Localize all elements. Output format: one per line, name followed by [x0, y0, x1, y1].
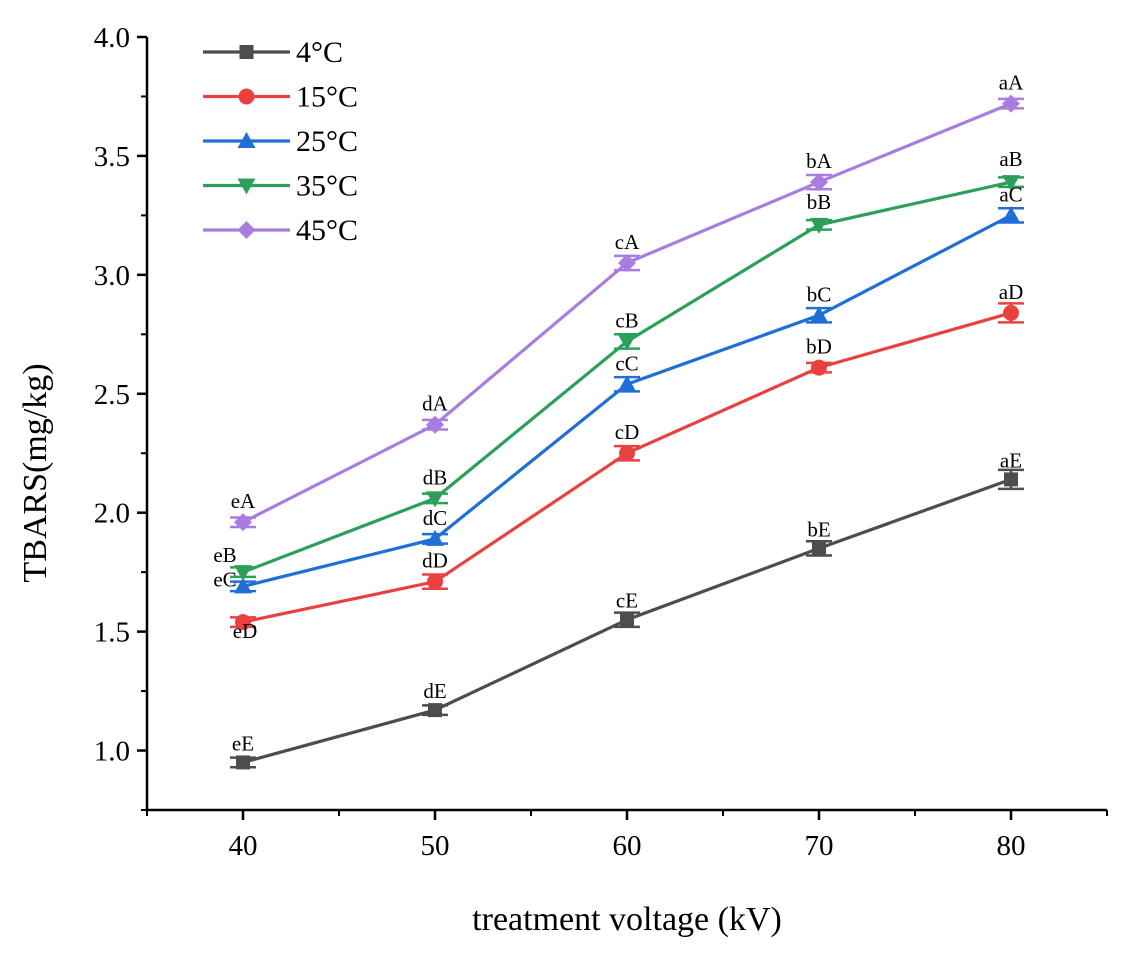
data-point: [236, 755, 250, 770]
significance-label: aC: [999, 182, 1022, 206]
significance-label: bE: [807, 517, 830, 541]
axes: 1.0 1.5 2.0 2.5 3.0 3.5 4.0 40 50 60 70 80: [94, 22, 1108, 862]
data-point: [426, 415, 444, 434]
x-tick-label: 40: [229, 830, 258, 862]
significance-label: eC: [213, 567, 236, 591]
legend-marker: [237, 132, 256, 148]
data-point: [619, 445, 635, 462]
legend-item: 25°C: [203, 125, 358, 158]
data-point: [426, 529, 444, 546]
data-point: [1003, 304, 1019, 321]
y-tick-label: 1.0: [94, 736, 130, 768]
significance-label: dE: [423, 679, 446, 703]
data-point: [810, 173, 828, 192]
significance-label: aB: [999, 147, 1022, 171]
x-axis-title: treatment voltage (kV): [472, 901, 782, 938]
legend-item: 4°C: [203, 36, 343, 69]
legend-marker: [237, 178, 256, 195]
data-point: [811, 359, 827, 376]
x-tick-label: 60: [613, 830, 642, 862]
significance-label: cA: [615, 230, 640, 254]
legend-label: 4°C: [296, 36, 343, 69]
data-point: [426, 491, 444, 508]
data-point: [1002, 206, 1020, 223]
significance-label: bA: [806, 149, 833, 173]
significance-label: bB: [807, 190, 832, 214]
significance-label: cD: [615, 420, 640, 444]
data-point: [234, 577, 252, 594]
legend-marker: [239, 45, 254, 59]
legend-marker: [238, 88, 255, 105]
significance-label: eE: [232, 731, 254, 755]
series-4CC: [230, 468, 1024, 770]
data-point: [810, 306, 828, 323]
data-point: [812, 541, 826, 556]
x-tick-label: 80: [997, 830, 1026, 862]
significance-label: bC: [807, 282, 832, 306]
x-tick-label: 50: [421, 830, 450, 862]
y-tick-label: 2.0: [94, 498, 130, 530]
significance-label: dD: [422, 549, 448, 573]
significance-label: cE: [616, 589, 638, 613]
significance-label: cC: [615, 351, 638, 375]
data-point: [428, 703, 442, 718]
legend: 4°C 15°C 25°C 35°C 45°C: [203, 36, 358, 247]
data-point: [1002, 94, 1020, 113]
data-point: [234, 513, 252, 532]
significance-label: dC: [423, 506, 448, 530]
significance-label: eB: [213, 543, 236, 567]
series-layer: [230, 94, 1024, 770]
data-point: [620, 612, 634, 627]
legend-item: 45°C: [203, 214, 358, 247]
x-tick-label: 70: [805, 830, 834, 862]
y-tick-label: 4.0: [94, 22, 130, 54]
legend-label: 25°C: [296, 125, 358, 158]
significance-label: dB: [423, 465, 448, 489]
series-35CC: [230, 175, 1024, 582]
y-tick-label: 1.5: [94, 617, 130, 649]
y-tick-label: 2.5: [94, 379, 130, 411]
legend-label: 15°C: [296, 81, 358, 114]
legend-item: 15°C: [203, 81, 358, 114]
data-point: [1002, 175, 1020, 192]
data-point: [1004, 472, 1018, 487]
significance-label: cB: [615, 308, 638, 332]
y-axis-title: TBARS(mg/kg): [17, 363, 54, 582]
legend-label: 35°C: [296, 170, 358, 203]
y-tick-label: 3.0: [94, 260, 130, 292]
significance-label: aD: [999, 280, 1024, 304]
series-15CC: [230, 302, 1024, 631]
legend-item: 35°C: [203, 170, 358, 203]
series-25CC: [230, 206, 1024, 594]
data-point: [618, 253, 636, 272]
series-45CC: [230, 94, 1024, 532]
y-tick-label: 3.5: [94, 141, 130, 173]
significance-label: bD: [806, 335, 832, 359]
legend-marker: [237, 221, 256, 239]
data-point: [427, 573, 443, 590]
significance-label: eA: [231, 489, 256, 513]
significance-label: dA: [422, 392, 449, 416]
data-point: [618, 334, 636, 351]
significance-label: aA: [999, 71, 1024, 95]
data-point: [234, 565, 252, 582]
legend-label: 45°C: [296, 214, 358, 247]
data-point: [235, 614, 251, 631]
data-point: [810, 217, 828, 234]
data-point: [618, 375, 636, 392]
significance-label: eD: [233, 619, 258, 643]
significance-label: aE: [1000, 448, 1022, 472]
point-labels: eE dE cE bE aE eD dD cD bD aD eC dC cC bC aC eB dB cB bB aB…: [213, 71, 1024, 756]
